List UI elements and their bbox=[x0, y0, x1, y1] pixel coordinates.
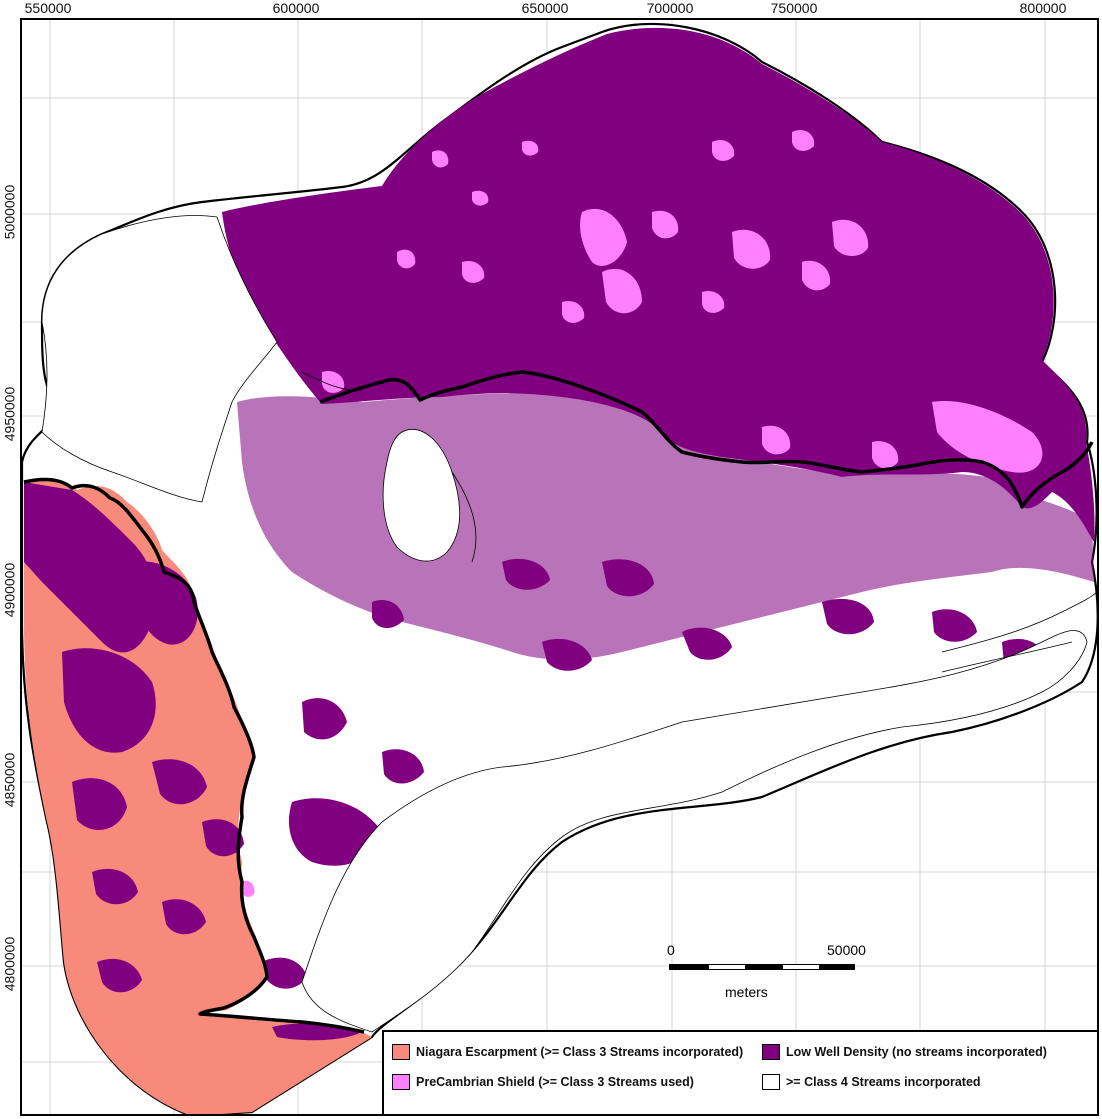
shield-boundary-line bbox=[319, 370, 1094, 509]
map-frame: 0 50000 meters Niagara Escarpment (>= Cl… bbox=[20, 18, 1099, 1116]
x-tick-label: 800000 bbox=[1019, 0, 1067, 16]
scale-bar-segment bbox=[708, 964, 746, 970]
y-tick-label: 5000000 bbox=[1, 184, 18, 240]
scale-bar-segment bbox=[819, 964, 855, 970]
escarpment-boundary-line bbox=[23, 477, 365, 1034]
y-tick-label: 4800000 bbox=[1, 936, 18, 992]
x-tick-label: 650000 bbox=[521, 0, 569, 16]
scale-bar-segment bbox=[745, 964, 783, 970]
scale-bar-segment bbox=[669, 964, 709, 970]
scale-bar-segment bbox=[782, 964, 820, 970]
x-tick-label: 600000 bbox=[272, 0, 320, 16]
escarpment-low-density-patches bbox=[24, 482, 362, 1041]
y-tick-label: 4950000 bbox=[1, 386, 18, 442]
y-tick-label: 4900000 bbox=[1, 562, 18, 618]
legend-swatch bbox=[762, 1074, 780, 1090]
lake-ontario bbox=[301, 630, 1088, 1033]
legend-label: >= Class 4 Streams incorporated bbox=[786, 1075, 981, 1089]
legend-item: Low Well Density (no streams incorporate… bbox=[762, 1044, 1047, 1060]
legend-item: >= Class 4 Streams incorporated bbox=[762, 1074, 981, 1090]
x-tick-label: 700000 bbox=[646, 0, 694, 16]
y-tick-label: 4850000 bbox=[1, 752, 18, 808]
map-legend: Niagara Escarpment (>= Class 3 Streams i… bbox=[382, 1030, 1097, 1114]
x-tick-label: 750000 bbox=[770, 0, 818, 16]
georgian-bay bbox=[41, 215, 278, 503]
precambrian-shield-patches bbox=[242, 129, 1043, 897]
legend-item: Niagara Escarpment (>= Class 3 Streams i… bbox=[392, 1044, 743, 1060]
legend-swatch bbox=[392, 1074, 410, 1090]
legend-item: PreCambrian Shield (>= Class 3 Streams u… bbox=[392, 1074, 694, 1090]
legend-label: Niagara Escarpment (>= Class 3 Streams i… bbox=[416, 1045, 744, 1059]
legend-label: Low Well Density (no streams incorporate… bbox=[786, 1045, 1047, 1059]
legend-label: PreCambrian Shield (>= Class 3 Streams u… bbox=[416, 1075, 694, 1089]
rivers bbox=[301, 371, 1097, 673]
legend-swatch bbox=[392, 1044, 410, 1060]
map-canvas bbox=[22, 20, 1097, 1114]
scale-bar-unit: meters bbox=[725, 984, 768, 1000]
scale-bar: 0 50000 meters bbox=[667, 942, 867, 1002]
lake-outline bbox=[382, 429, 461, 562]
legend-swatch bbox=[762, 1044, 780, 1060]
scale-bar-start-label: 0 bbox=[667, 942, 675, 958]
x-tick-label: 550000 bbox=[24, 0, 72, 16]
scale-bar-end-label: 50000 bbox=[827, 942, 866, 958]
